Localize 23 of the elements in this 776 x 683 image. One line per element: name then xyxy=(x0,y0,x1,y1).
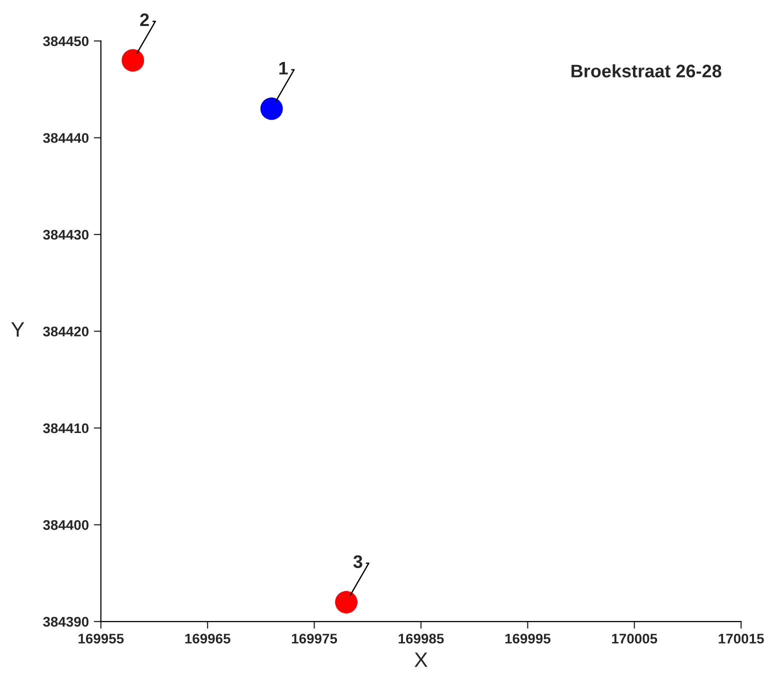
y-axis-title: Y xyxy=(11,322,24,337)
x-tick-label: 170005 xyxy=(612,634,658,644)
y-tick-label: 384430 xyxy=(43,230,89,240)
x-tick-label: 170015 xyxy=(718,634,764,644)
x-tick-label: 169975 xyxy=(292,634,338,644)
point xyxy=(122,49,144,72)
point xyxy=(335,590,358,614)
annotation: 1 xyxy=(279,62,288,74)
x-tick-label: 169985 xyxy=(398,634,444,644)
y-tick-label: 384440 xyxy=(43,133,89,143)
point xyxy=(260,98,283,120)
y-tick-label: 384450 xyxy=(43,36,89,46)
x-axis-title: X xyxy=(414,652,428,667)
x-tick-label: 169955 xyxy=(78,634,124,644)
annotation: 2 xyxy=(140,13,149,26)
y-tick-label: 384400 xyxy=(43,520,89,530)
y-tick-label: 384420 xyxy=(43,326,89,336)
annotation: 3 xyxy=(353,555,362,568)
x-tick-label: 169965 xyxy=(185,634,230,644)
text: Broekstraat 26-28 xyxy=(572,64,722,78)
y-tick-label: 384410 xyxy=(43,423,89,434)
y-tick-label: 384390 xyxy=(43,616,89,627)
x-tick-label: 169995 xyxy=(505,634,550,644)
